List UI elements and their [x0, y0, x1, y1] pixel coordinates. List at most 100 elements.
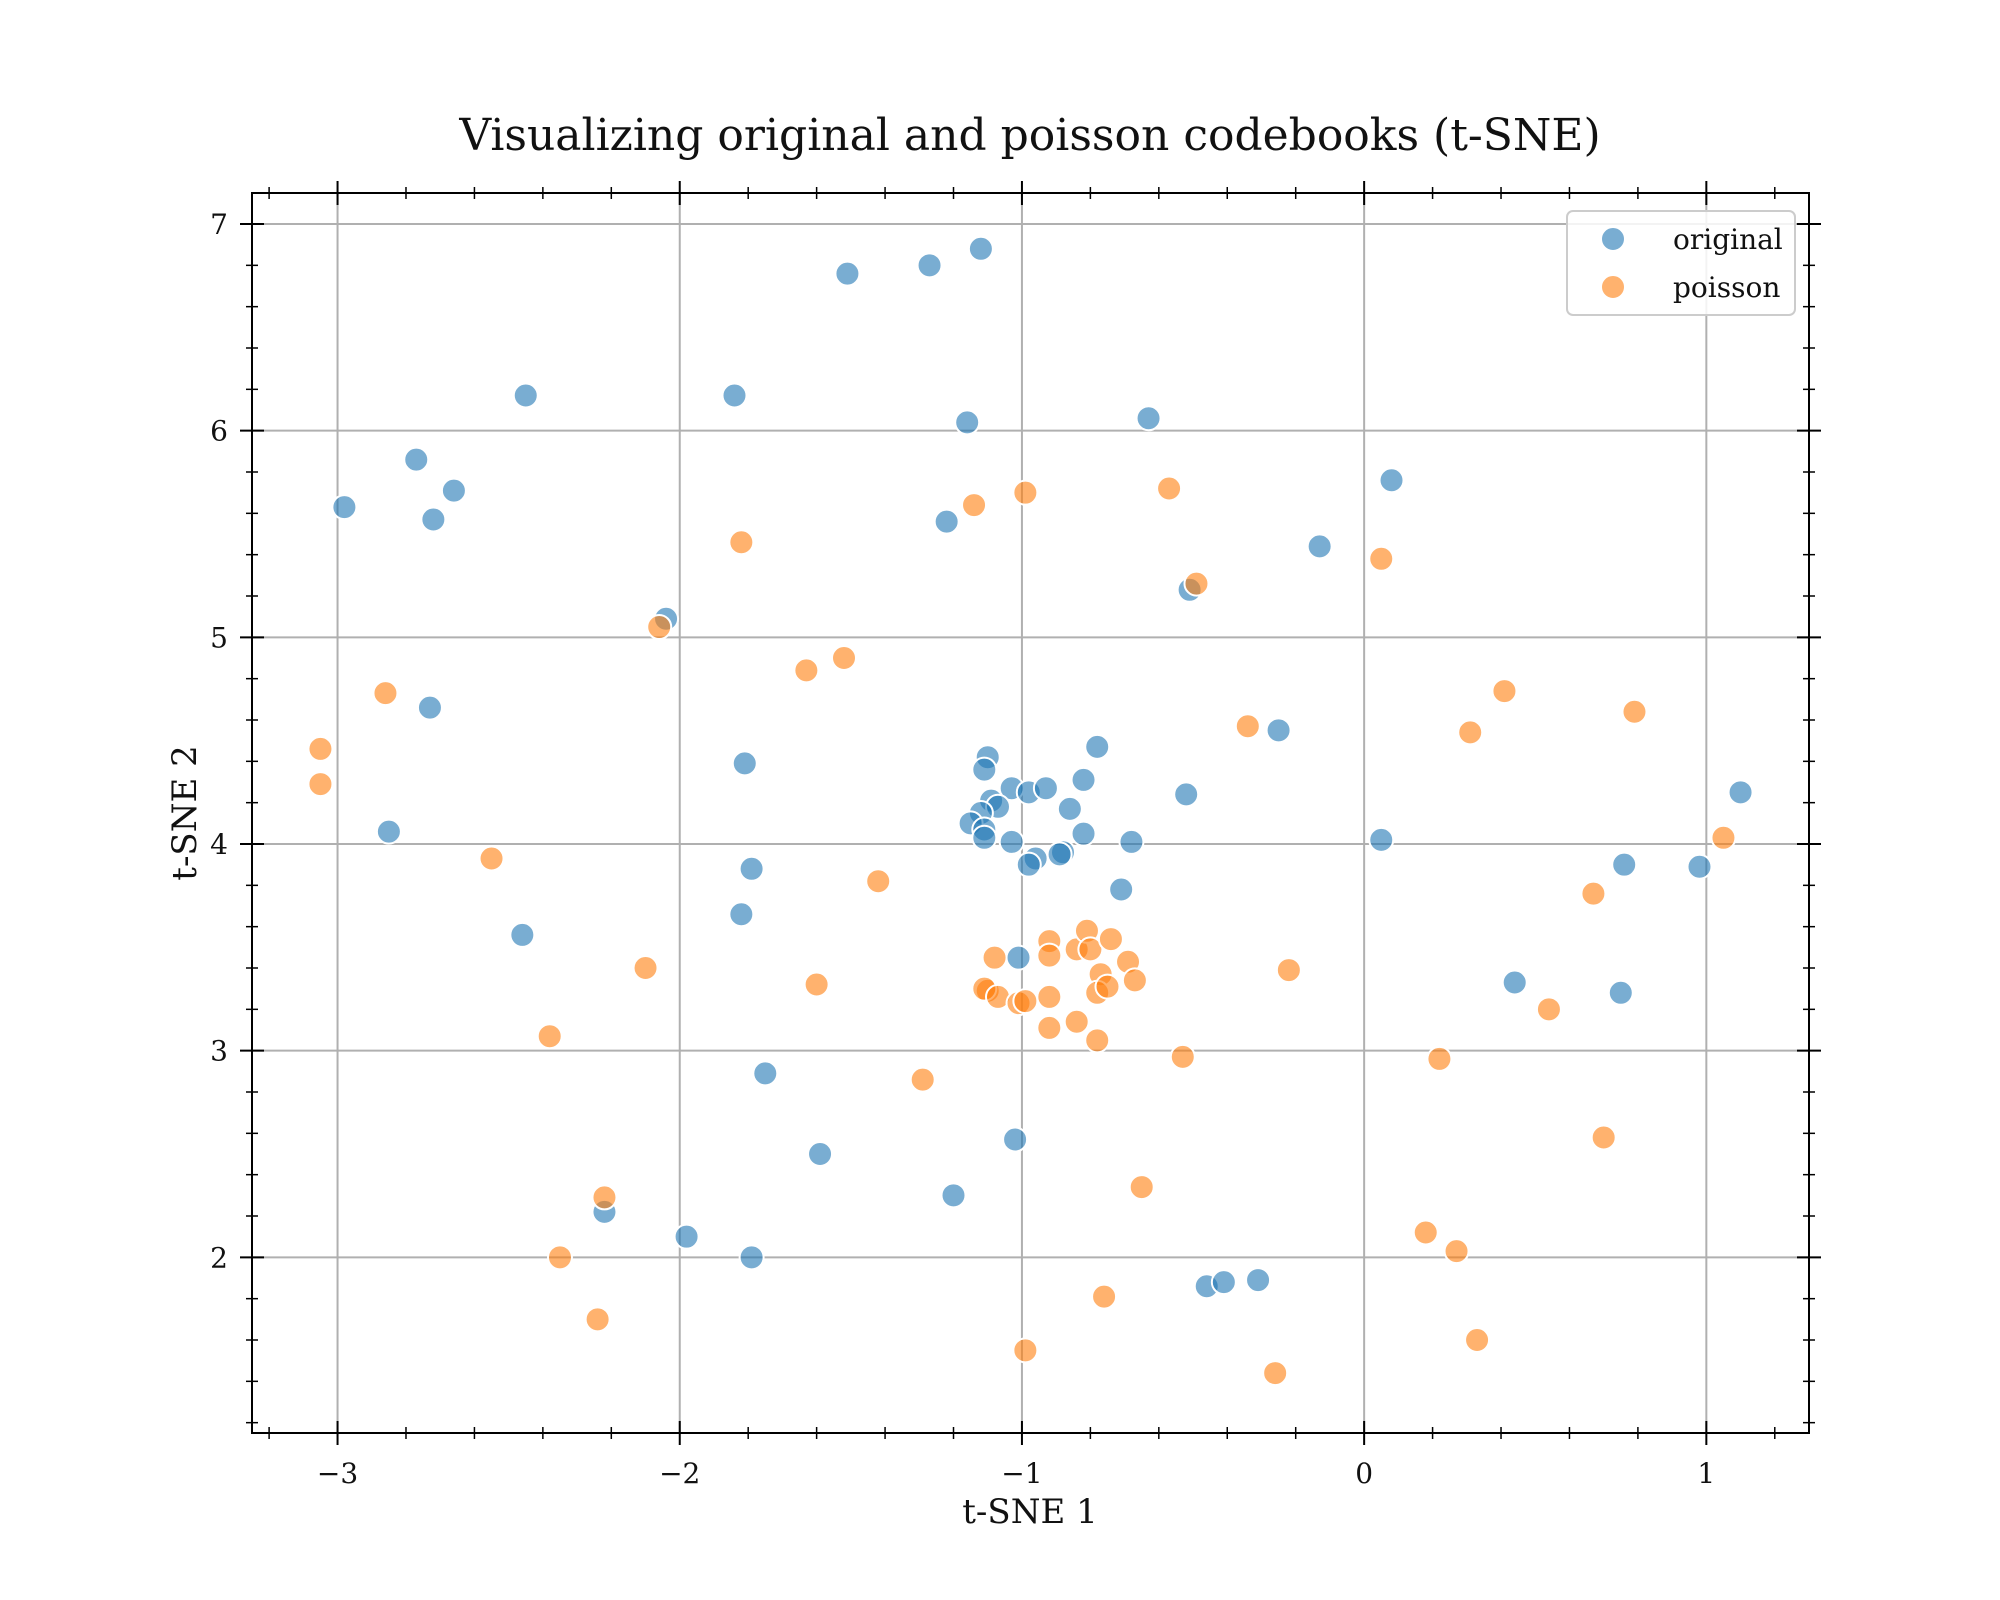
poisson-point — [1275, 957, 1302, 984]
original-point — [1002, 1126, 1029, 1153]
original-point — [1135, 405, 1162, 432]
poisson-point — [372, 680, 399, 707]
poisson-point — [478, 845, 505, 872]
original-point — [752, 1060, 779, 1087]
poisson-point — [961, 492, 988, 519]
original-point — [971, 756, 998, 783]
poisson-point — [646, 614, 673, 640]
original-point — [1306, 533, 1333, 560]
original-point — [1611, 851, 1638, 878]
original-point — [721, 382, 748, 409]
x-tick-label: 1 — [1697, 1457, 1715, 1490]
poisson-point — [1097, 926, 1124, 953]
x-axis-label: t-SNE 1 — [962, 1492, 1097, 1532]
poisson-point — [1580, 880, 1607, 907]
original-point — [1265, 717, 1292, 744]
legend-label-original: original — [1673, 223, 1783, 256]
original-point — [420, 506, 447, 533]
poisson-point — [1234, 713, 1261, 740]
original-point — [1686, 853, 1713, 880]
poisson-point — [1183, 570, 1210, 597]
poisson-point — [584, 1306, 611, 1333]
poisson-point — [1710, 824, 1737, 851]
poisson-point — [1012, 479, 1039, 506]
y-tick-label: 7 — [210, 208, 228, 241]
original-point — [1108, 876, 1135, 903]
original-point — [1070, 820, 1097, 847]
original-point — [738, 855, 765, 882]
poisson-point — [1621, 698, 1648, 725]
poisson-point — [632, 955, 659, 981]
poisson-point — [1464, 1327, 1491, 1353]
original-point — [998, 828, 1025, 855]
poisson-point — [1084, 1027, 1111, 1054]
axis-ticks: −3 −2 −1 0 1 2 3 4 5 6 7 — [210, 181, 1821, 1490]
poisson-point — [981, 944, 1008, 971]
poisson-point — [1091, 1283, 1118, 1310]
original-point — [1607, 979, 1634, 1006]
legend: original poisson — [1566, 210, 1796, 316]
original-point — [416, 694, 443, 721]
original-point — [1501, 969, 1528, 996]
original-point — [940, 1182, 967, 1209]
original-point — [1032, 775, 1059, 802]
poisson-point — [1368, 545, 1395, 572]
original-point — [1056, 795, 1083, 822]
poisson-point — [1156, 475, 1183, 502]
poisson-point — [803, 971, 830, 998]
original-point — [509, 921, 536, 948]
original-point — [1084, 733, 1111, 760]
original-point — [967, 235, 994, 262]
original-point — [933, 508, 960, 535]
poisson-point — [1491, 678, 1518, 705]
poisson-point — [1443, 1238, 1470, 1265]
poisson-point — [536, 1023, 563, 1050]
legend-marker-original — [1600, 226, 1626, 252]
poisson-point — [1262, 1360, 1289, 1387]
poisson-point — [1128, 1174, 1155, 1201]
poisson-point — [1063, 1008, 1090, 1035]
poisson-point — [1457, 719, 1484, 746]
y-tick-label: 3 — [210, 1035, 228, 1068]
original-point — [738, 1244, 765, 1271]
poisson-point — [1036, 983, 1063, 1010]
poisson-point — [1012, 988, 1039, 1015]
original-point — [512, 382, 539, 409]
original-point — [1118, 828, 1145, 855]
original-point — [1378, 467, 1405, 494]
original-point — [954, 409, 981, 436]
original-point — [1046, 841, 1073, 868]
legend-marker-poisson — [1600, 274, 1626, 300]
poisson-point — [1590, 1124, 1617, 1151]
y-tick-label: 6 — [210, 415, 228, 448]
original-point — [971, 824, 998, 851]
original-point — [807, 1141, 834, 1167]
original-point — [728, 901, 755, 928]
poisson-point — [831, 645, 858, 671]
poisson-point — [1121, 967, 1148, 994]
original-point — [673, 1223, 700, 1250]
original-point — [916, 252, 943, 279]
poisson-point — [1426, 1045, 1453, 1072]
original-point — [1245, 1267, 1272, 1294]
original-point — [375, 818, 402, 845]
poisson-point — [1412, 1219, 1439, 1246]
chart-title: Visualizing original and poisson codeboo… — [458, 110, 1600, 161]
poisson-point — [591, 1184, 618, 1211]
x-tick-label: −2 — [659, 1457, 700, 1490]
poisson-point — [909, 1066, 936, 1093]
x-tick-label: −1 — [1001, 1457, 1042, 1490]
poisson-point — [1012, 1337, 1039, 1364]
x-tick-label: 0 — [1355, 1457, 1373, 1490]
original-point — [1070, 766, 1097, 793]
original-point — [1173, 781, 1200, 808]
original-point — [731, 750, 758, 777]
y-tick-label: 4 — [210, 828, 228, 861]
y-tick-label: 2 — [210, 1241, 228, 1274]
poisson-point — [1169, 1043, 1196, 1070]
original-point — [403, 446, 430, 473]
poisson-point — [1036, 942, 1063, 969]
poisson-point — [307, 735, 334, 762]
y-tick-label: 5 — [210, 621, 228, 654]
